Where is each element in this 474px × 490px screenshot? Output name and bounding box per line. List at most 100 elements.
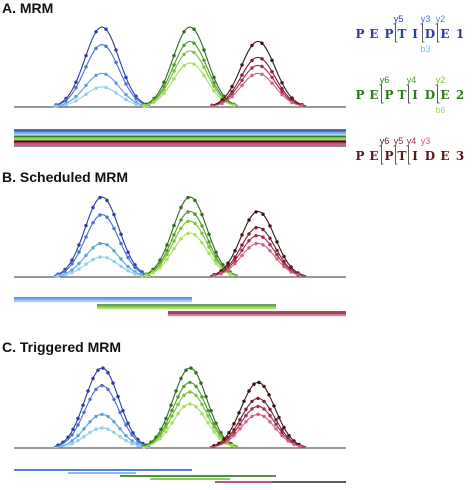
panel-mrm <box>14 26 346 147</box>
data-point <box>202 74 206 78</box>
data-point <box>277 415 281 420</box>
data-point <box>202 65 206 69</box>
data-point <box>260 41 264 45</box>
data-point <box>76 416 80 421</box>
data-point <box>98 241 102 246</box>
fragment-ion-label: y6 <box>380 136 390 146</box>
sequence-letter: E <box>440 88 449 102</box>
data-point <box>212 75 216 80</box>
fragment-ion-label: y3 <box>421 136 431 146</box>
data-point <box>172 53 176 58</box>
panel-triggered-mrm <box>14 366 346 483</box>
data-point <box>94 73 98 78</box>
data-point <box>182 43 186 48</box>
data-point <box>218 437 222 441</box>
data-point <box>212 425 216 429</box>
data-point <box>206 408 210 413</box>
data-point <box>182 384 186 389</box>
data-point <box>172 233 176 237</box>
data-point <box>207 251 211 256</box>
data-point <box>105 243 109 247</box>
data-point <box>247 218 251 222</box>
data-point <box>94 86 98 90</box>
data-point <box>184 368 188 372</box>
peptide1-transition-trace <box>53 413 151 448</box>
data-point <box>84 235 88 239</box>
acquisition-windows <box>14 129 346 147</box>
data-point <box>296 273 300 277</box>
data-point <box>104 44 108 48</box>
data-point <box>199 381 203 385</box>
peptide3-transition-trace <box>209 56 307 107</box>
data-point <box>130 433 134 437</box>
data-point <box>70 262 74 266</box>
data-point <box>230 84 234 89</box>
data-point <box>270 58 274 62</box>
data-point <box>100 383 104 388</box>
data-point <box>91 246 95 250</box>
data-point <box>76 433 80 438</box>
data-point <box>210 104 214 108</box>
data-point <box>186 231 190 235</box>
data-point <box>238 427 242 431</box>
cleavage-bracket <box>393 23 398 43</box>
data-point <box>86 389 90 393</box>
data-point <box>240 73 244 77</box>
data-point <box>262 414 266 419</box>
sequence-letter: P <box>355 149 364 163</box>
data-point <box>106 387 110 392</box>
data-point <box>212 89 216 93</box>
data-point <box>88 397 92 402</box>
data-point <box>182 52 186 57</box>
data-point <box>260 64 264 69</box>
data-point <box>91 257 95 262</box>
data-point <box>151 271 155 275</box>
data-point <box>200 241 204 245</box>
peptide3-transition-trace <box>209 72 307 107</box>
data-point <box>282 264 286 269</box>
data-point <box>172 247 176 251</box>
sequence-letter: I <box>412 27 418 41</box>
panel-title-mrm: A. MRM <box>2 0 53 16</box>
cleavage-bracket <box>393 145 398 165</box>
data-point <box>70 268 74 272</box>
peptide2-transition-trace <box>141 196 239 277</box>
cleavage-bracket <box>406 145 411 165</box>
data-point <box>220 101 224 106</box>
data-point <box>267 393 271 397</box>
data-point <box>162 87 166 92</box>
data-point <box>206 414 210 418</box>
data-point <box>194 371 198 375</box>
fragment-ion-label: y6 <box>380 75 390 85</box>
data-point <box>114 60 118 65</box>
data-point <box>268 413 272 418</box>
peptide2-transition-trace <box>141 40 239 107</box>
data-point <box>63 273 67 277</box>
fragment-ion-label: y5 <box>394 14 404 24</box>
data-point <box>74 80 78 84</box>
data-point <box>233 258 237 262</box>
data-point <box>256 412 260 417</box>
sequence-letter: E <box>440 27 449 41</box>
data-point <box>186 219 190 224</box>
data-point <box>192 50 196 55</box>
data-point <box>176 402 180 406</box>
data-point <box>256 404 260 409</box>
data-point <box>182 63 186 68</box>
data-point <box>74 85 78 90</box>
fragment-ion-label: b6 <box>435 105 445 115</box>
data-point <box>188 402 192 406</box>
sequence-letter: 3 <box>456 149 464 163</box>
data-point <box>130 439 134 443</box>
sequence-letter: D <box>425 149 435 163</box>
data-point <box>260 57 264 61</box>
data-point <box>96 368 100 372</box>
data-point <box>194 393 198 398</box>
data-point <box>124 433 128 438</box>
data-point <box>159 427 163 431</box>
sequence-letter: P <box>355 27 364 41</box>
data-point <box>193 198 197 203</box>
cleavage-bracket <box>406 84 411 104</box>
data-point <box>212 430 216 434</box>
data-point <box>272 404 276 408</box>
